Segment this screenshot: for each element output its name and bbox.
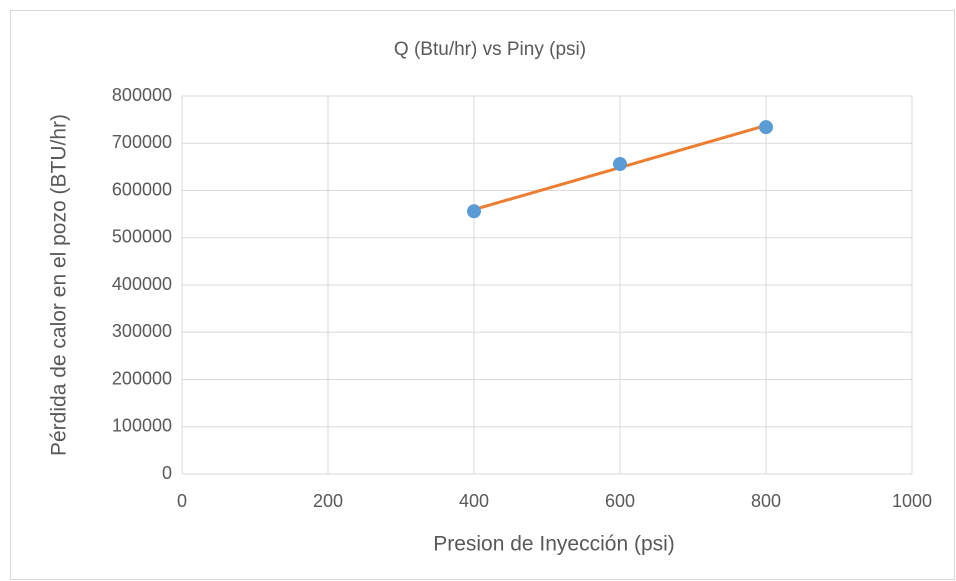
- y-tick-label: 700000: [112, 132, 172, 152]
- y-axis-title: Pérdida de calor en el pozo (BTU/hr): [48, 114, 71, 456]
- x-tick-label: 600: [605, 491, 635, 511]
- chart-title: Q (Btu/hr) vs Piny (psi): [394, 39, 586, 60]
- y-tick-label: 400000: [112, 274, 172, 294]
- x-tick-label: 200: [313, 491, 343, 511]
- data-point: [613, 157, 627, 172]
- y-tick-label: 100000: [112, 416, 172, 436]
- y-tick-label: 600000: [112, 179, 172, 199]
- x-tick-label: 400: [459, 491, 489, 511]
- y-tick-label: 0: [162, 463, 172, 483]
- chart-border: [10, 10, 955, 580]
- data-point: [759, 120, 773, 135]
- x-axis-title: Presion de Inyección (psi): [433, 533, 675, 556]
- x-tick-label: 1000: [892, 491, 932, 511]
- x-tick-label: 0: [177, 491, 187, 511]
- y-tick-label: 200000: [112, 368, 172, 388]
- data-point: [467, 204, 481, 219]
- y-tick-label: 300000: [112, 321, 172, 341]
- y-tick-label: 800000: [112, 85, 172, 105]
- x-tick-label: 800: [751, 491, 781, 511]
- y-tick-label: 500000: [112, 227, 172, 247]
